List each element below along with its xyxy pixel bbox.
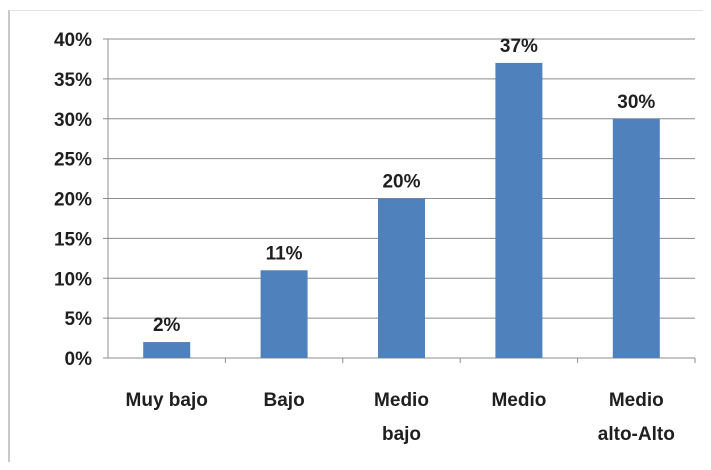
bar [378,198,425,358]
data-label: 2% [153,315,181,336]
y-tick-label: 35% [54,70,92,91]
x-category-label: Bajo [264,390,305,411]
bar [495,62,543,359]
data-labels: 2% 11% 20% 37% 30% [153,36,655,336]
x-category-label-line: Medio [609,390,664,411]
x-category-label-line: Muy bajo [126,390,208,411]
bar [143,342,191,358]
y-tick-label: 20% [54,190,92,211]
data-label: 11% [266,243,303,264]
y-tick-label: 40% [54,30,92,51]
bar [260,270,308,358]
data-label: 20% [382,172,420,193]
x-category-label: Medio [491,390,546,411]
y-tick-label: 0% [65,349,93,370]
x-category-label: Muy bajo [126,390,208,411]
data-label: 37% [500,36,538,57]
x-category-label-line: Medio [491,390,546,411]
x-category-label: Medio alto-Alto [598,390,675,445]
x-category-label-line: alto-Alto [598,424,675,445]
y-tick-label: 15% [54,229,92,250]
x-category-label: Medio bajo [374,390,429,445]
x-category-labels: Muy bajo Bajo Medio bajo Medio Medio alto-Alto [126,390,675,445]
y-tick-label: 30% [54,110,92,131]
x-category-label-line: bajo [382,424,421,445]
data-label: 30% [617,92,655,113]
y-tick-label: 25% [54,150,92,171]
axes [103,38,696,363]
bars [143,62,660,359]
bar [612,118,660,358]
chart-frame [8,10,703,462]
x-category-label-line: Medio [374,390,429,411]
x-category-label-line: Bajo [264,390,305,411]
y-tick-label: 10% [54,269,92,290]
y-tick-label: 5% [65,309,93,330]
y-tick-labels: 0% 5% 10% 15% 20% 25% 30% 35% 40% [54,30,92,370]
